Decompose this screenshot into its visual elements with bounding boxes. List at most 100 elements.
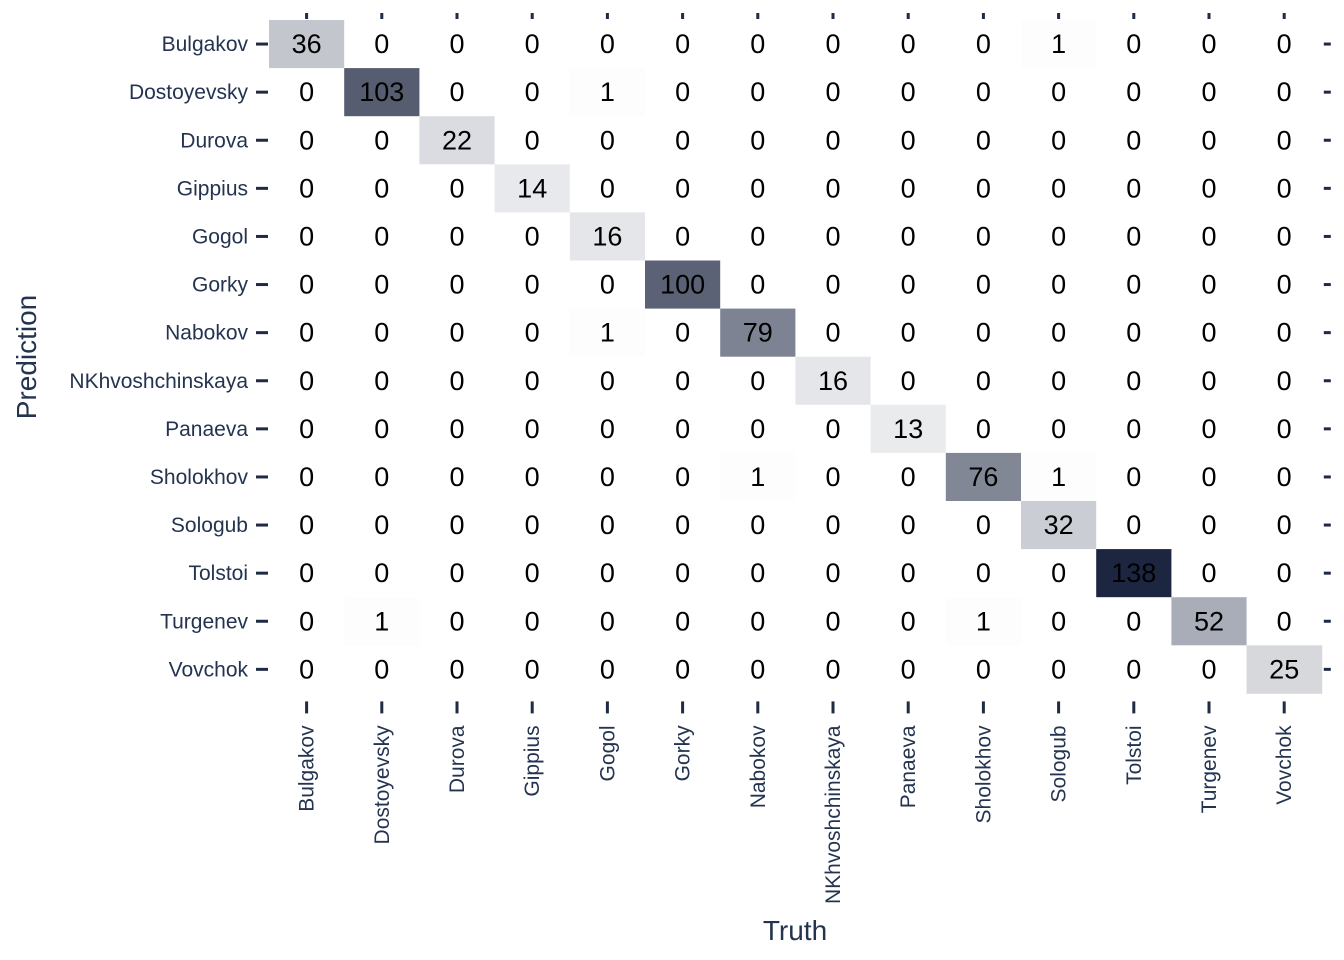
cell-value-label: 0 bbox=[374, 366, 389, 396]
heatmap-cell bbox=[945, 20, 1022, 69]
heatmap-cell bbox=[344, 597, 420, 646]
heatmap-cell bbox=[1246, 164, 1323, 213]
cell-value-label: 0 bbox=[299, 558, 314, 588]
cell-value-label: 0 bbox=[600, 510, 615, 540]
heatmap-cell bbox=[945, 452, 1022, 502]
heatmap-cell bbox=[720, 164, 796, 213]
cell-value-label: 0 bbox=[1201, 462, 1216, 492]
heatmap-cell bbox=[494, 164, 571, 213]
cell-value-label: 0 bbox=[600, 270, 615, 300]
heatmap-cell bbox=[945, 356, 1022, 406]
heatmap-cell bbox=[1096, 164, 1172, 213]
heatmap-cell bbox=[795, 260, 871, 309]
heatmap-cell bbox=[645, 549, 721, 598]
cell-value-label: 0 bbox=[825, 77, 840, 107]
cell-value-label: 13 bbox=[893, 414, 923, 444]
cell-value-label: 0 bbox=[750, 173, 765, 203]
y-tick-label: Durova bbox=[180, 129, 248, 152]
cell-value-label: 0 bbox=[1201, 125, 1216, 155]
cell-value-label: 0 bbox=[675, 173, 690, 203]
heatmap-cell bbox=[870, 260, 947, 309]
cell-value-label: 0 bbox=[901, 606, 916, 636]
cell-value-label: 0 bbox=[976, 510, 991, 540]
cell-value-label: 0 bbox=[1126, 29, 1141, 59]
heatmap-cell bbox=[720, 20, 796, 69]
heatmap-cell bbox=[720, 549, 796, 598]
cell-value-label: 0 bbox=[1051, 366, 1066, 396]
cell-value-label: 0 bbox=[449, 173, 464, 203]
heatmap-cell bbox=[1021, 404, 1097, 454]
heatmap-cell bbox=[870, 212, 947, 261]
cell-value-label: 0 bbox=[1277, 414, 1292, 444]
heatmap-cell bbox=[344, 260, 420, 309]
heatmap-cell bbox=[344, 308, 420, 358]
heatmap-cell bbox=[569, 164, 646, 213]
cell-value-label: 0 bbox=[1201, 558, 1216, 588]
cell-value-label: 0 bbox=[825, 654, 840, 684]
x-tick-label: Durova bbox=[446, 725, 469, 793]
cell-value-label: 0 bbox=[525, 414, 540, 444]
cell-value-label: 0 bbox=[374, 29, 389, 59]
heatmap-cell bbox=[945, 404, 1022, 454]
cell-value-label: 0 bbox=[374, 270, 389, 300]
cell-value-label: 138 bbox=[1111, 558, 1156, 588]
heatmap-cell bbox=[945, 549, 1022, 598]
heatmap-cell bbox=[795, 212, 871, 261]
cell-value-label: 0 bbox=[976, 221, 991, 251]
cell-value-label: 1 bbox=[600, 77, 615, 107]
heatmap-cell bbox=[569, 452, 646, 502]
cell-value-label: 0 bbox=[449, 606, 464, 636]
cell-value-label: 0 bbox=[1126, 77, 1141, 107]
heatmap-cell bbox=[1246, 212, 1323, 261]
cell-value-label: 0 bbox=[976, 173, 991, 203]
cell-value-label: 0 bbox=[1277, 606, 1292, 636]
y-tick-label: Tolstoi bbox=[188, 562, 248, 585]
cell-value-label: 0 bbox=[525, 462, 540, 492]
heatmap-cell bbox=[1021, 549, 1097, 598]
cell-value-label: 0 bbox=[1051, 221, 1066, 251]
heatmap-cell bbox=[494, 452, 571, 502]
cell-value-label: 0 bbox=[901, 29, 916, 59]
x-tick-label: Sologub bbox=[1048, 725, 1071, 802]
cell-value-label: 0 bbox=[976, 558, 991, 588]
cell-value-label: 0 bbox=[750, 654, 765, 684]
heatmap-cell bbox=[1171, 356, 1247, 406]
cell-value-label: 0 bbox=[825, 510, 840, 540]
cell-value-label: 0 bbox=[976, 318, 991, 348]
cell-value-label: 0 bbox=[675, 29, 690, 59]
cell-value-label: 0 bbox=[1126, 125, 1141, 155]
cell-value-label: 0 bbox=[750, 366, 765, 396]
heatmap-cell bbox=[720, 597, 796, 646]
heatmap-cell bbox=[419, 549, 495, 598]
heatmap-cell bbox=[1246, 260, 1323, 309]
cell-value-label: 0 bbox=[449, 77, 464, 107]
heatmap-cell bbox=[344, 452, 420, 502]
cell-value-label: 0 bbox=[299, 606, 314, 636]
heatmap-cell bbox=[1096, 260, 1172, 309]
cell-value-label: 0 bbox=[750, 29, 765, 59]
cell-value-label: 0 bbox=[525, 654, 540, 684]
cell-value-label: 100 bbox=[660, 270, 705, 300]
cell-value-label: 0 bbox=[1201, 318, 1216, 348]
heatmap-cell bbox=[645, 68, 721, 117]
cell-value-label: 0 bbox=[1126, 366, 1141, 396]
heatmap-cell bbox=[795, 501, 871, 550]
heatmap-cell bbox=[1246, 645, 1323, 694]
cell-value-label: 0 bbox=[600, 606, 615, 636]
heatmap-cell bbox=[870, 597, 947, 646]
cell-value-label: 0 bbox=[449, 270, 464, 300]
cell-value-label: 0 bbox=[750, 558, 765, 588]
heatmap-cell bbox=[494, 20, 571, 69]
heatmap-cell bbox=[1246, 404, 1323, 454]
cell-value-label: 0 bbox=[1051, 270, 1066, 300]
heatmap-cell bbox=[569, 501, 646, 550]
cell-value-label: 0 bbox=[525, 606, 540, 636]
cell-value-label: 0 bbox=[1126, 318, 1141, 348]
heatmap-cell bbox=[1021, 260, 1097, 309]
heatmap-cell bbox=[1096, 356, 1172, 406]
cell-value-label: 0 bbox=[374, 318, 389, 348]
heatmap-cell bbox=[1171, 597, 1247, 646]
cell-value-label: 0 bbox=[449, 414, 464, 444]
heatmap-cell bbox=[870, 116, 947, 165]
heatmap-cell bbox=[720, 260, 796, 309]
